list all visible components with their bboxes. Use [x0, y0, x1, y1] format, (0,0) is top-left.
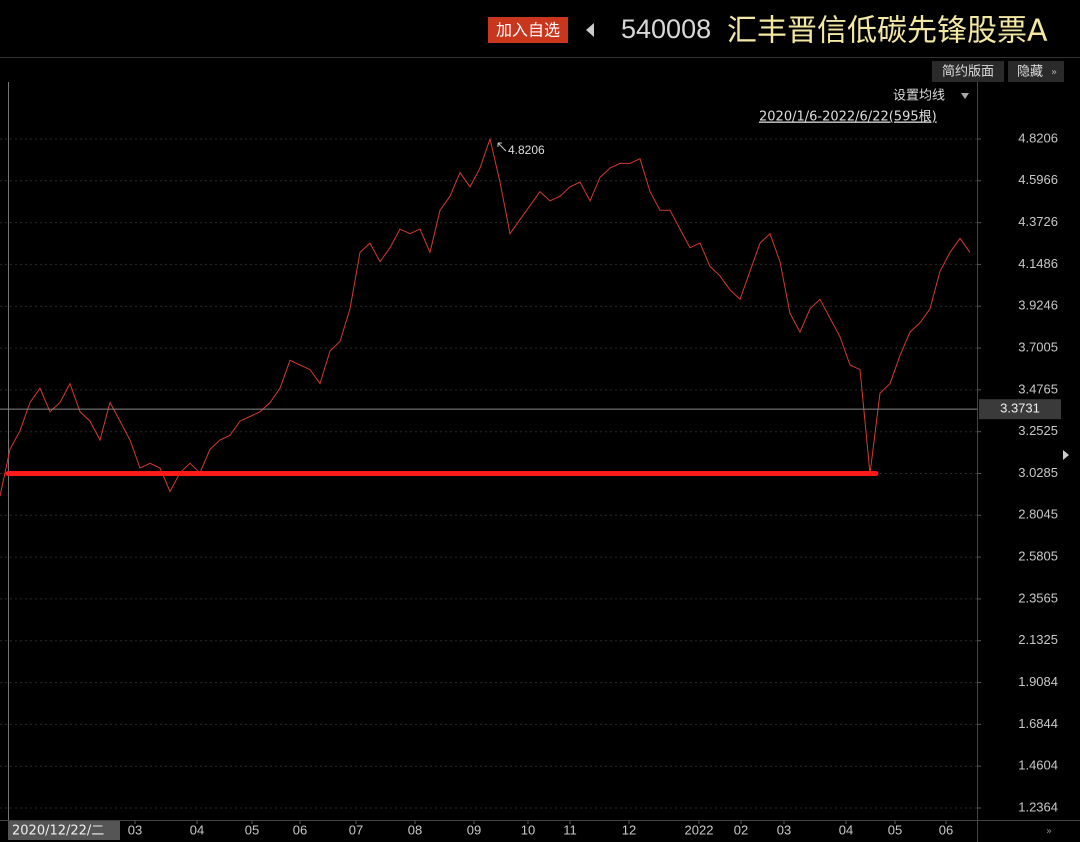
- range-text[interactable]: 2020/1/6-2022/6/22(595根): [759, 110, 937, 125]
- cursor-date: 2020/12/22/二: [12, 824, 104, 839]
- simple-layout-button[interactable]: 简约版面: [942, 64, 994, 80]
- y-tick-label: 3.7005: [1018, 340, 1058, 355]
- x-tick-label: 05: [245, 822, 259, 837]
- x-tick-label: 03: [128, 822, 142, 837]
- hide-bg[interactable]: [1008, 61, 1064, 82]
- x-tick-label: 08: [408, 822, 422, 837]
- x-tick-label: 12: [622, 822, 636, 837]
- ma-setting[interactable]: 设置均线: [893, 89, 945, 104]
- add-button-bg[interactable]: [488, 17, 568, 43]
- y-tick-label: 4.5966: [1018, 172, 1058, 187]
- fund-name: 汇丰晋信低碳先锋股票A: [727, 14, 1048, 49]
- y-tick-label: 3.4765: [1018, 381, 1058, 396]
- y-tick-label: 2.1325: [1018, 632, 1058, 647]
- x-tick-label: 09: [467, 822, 481, 837]
- x-tick-label: 05: [888, 822, 902, 837]
- x-tick-label: 07: [349, 822, 363, 837]
- y-tick-label: 1.9084: [1018, 674, 1058, 689]
- right-arrow[interactable]: [1063, 450, 1069, 460]
- x-tick-label: 06: [939, 822, 953, 837]
- x-tick-label: 06: [293, 822, 307, 837]
- y-tick-label: 3.2525: [1018, 423, 1058, 438]
- y-tick-label: 4.1486: [1018, 256, 1058, 271]
- x-tick-label: 11: [563, 822, 577, 837]
- y-tick-label: 1.2364: [1018, 799, 1058, 814]
- peak-label: 4.8206: [508, 143, 545, 157]
- current-price-label: 3.3731: [1000, 401, 1040, 416]
- y-tick-label: 1.4604: [1018, 758, 1058, 773]
- y-tick-label: 1.6844: [1018, 716, 1058, 731]
- x-tick-label: 2022: [685, 822, 714, 837]
- y-tick-label: 4.3726: [1018, 214, 1058, 229]
- current-price-box: [979, 399, 1061, 420]
- hide-button[interactable]: 隐藏: [1017, 65, 1043, 80]
- ma-dropdown[interactable]: [961, 93, 969, 99]
- add-button[interactable]: 加入自选: [496, 21, 560, 40]
- hide-arrow: »: [1051, 67, 1057, 78]
- y-tick-label: 2.5805: [1018, 549, 1058, 564]
- y-tick-label: 2.3565: [1018, 590, 1058, 605]
- cursor-date-box: [8, 821, 120, 840]
- peak-arrow: [497, 142, 507, 152]
- x-tick-label: 04: [190, 822, 204, 837]
- x-tick-label: 03: [777, 822, 791, 837]
- y-tick-label: 3.9246: [1018, 298, 1058, 313]
- x-tick-label: 04: [839, 822, 853, 837]
- x-tick-label: 02: [734, 822, 748, 837]
- prev-arrow[interactable]: [586, 23, 594, 37]
- y-tick-label: 2.8045: [1018, 507, 1058, 522]
- simple-layout-bg[interactable]: [932, 61, 1004, 82]
- scroll-arrow[interactable]: »: [1046, 826, 1052, 837]
- y-tick-label: 4.8206: [1018, 130, 1058, 145]
- y-tick-label: 3.0285: [1018, 465, 1058, 480]
- fund-code: 540008: [621, 14, 711, 44]
- x-tick-label: 10: [521, 822, 535, 837]
